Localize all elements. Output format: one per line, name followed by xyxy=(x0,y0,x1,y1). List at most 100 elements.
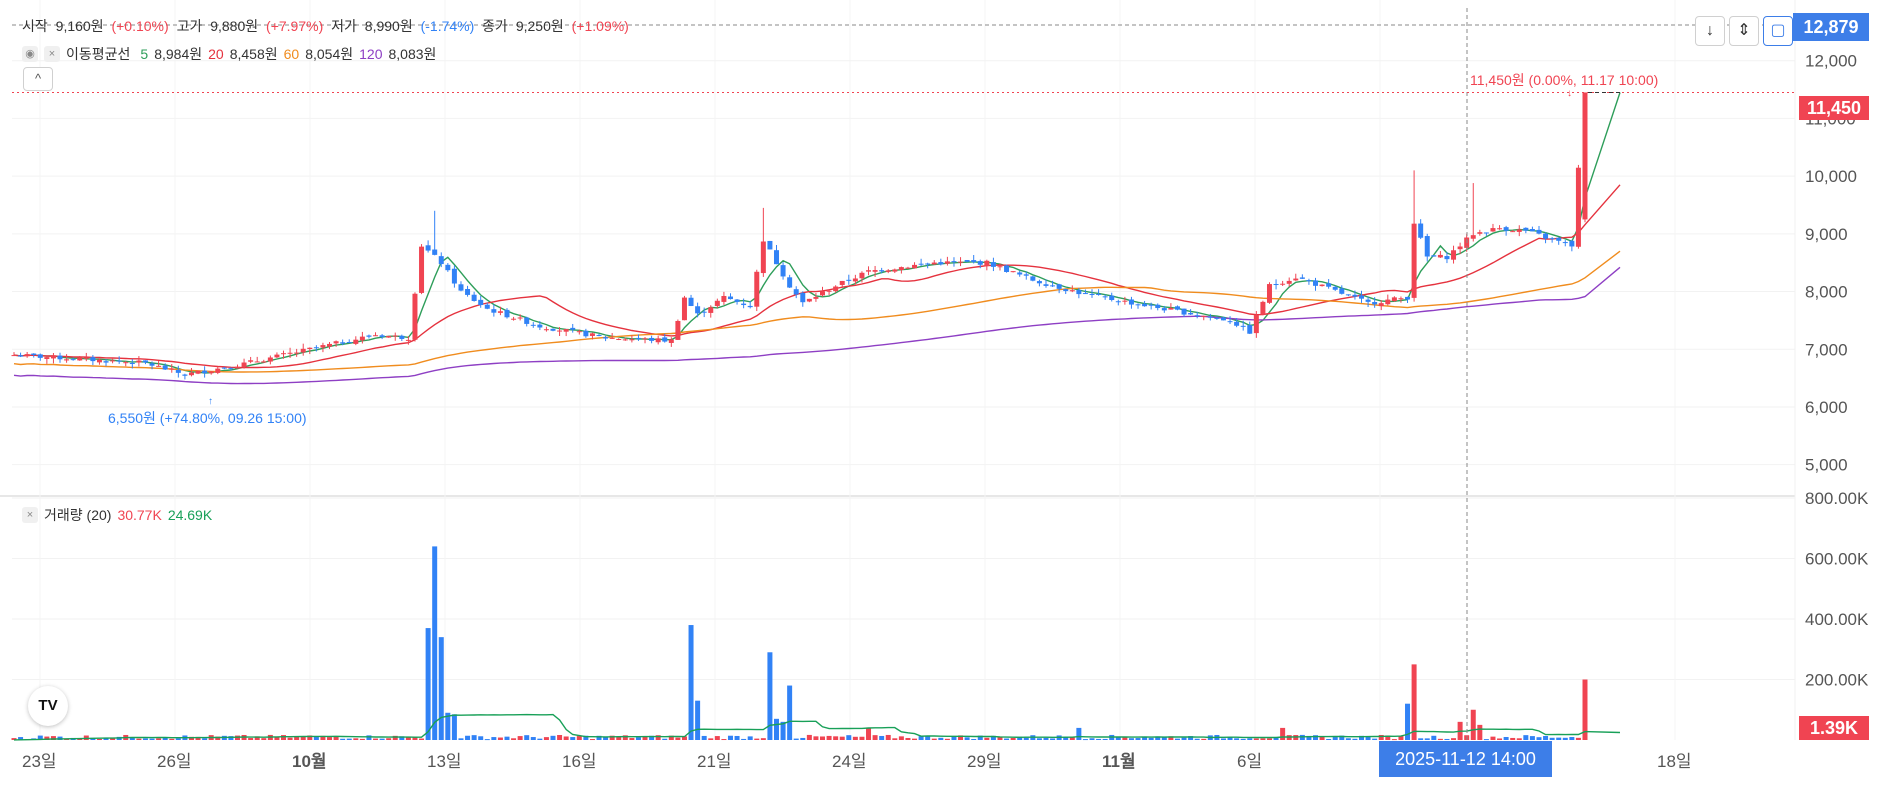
volume-bar xyxy=(281,735,287,740)
volume-bar xyxy=(635,737,641,740)
candle-body xyxy=(1148,304,1154,306)
candle-body xyxy=(274,354,280,358)
high-value: 9,880원 xyxy=(210,18,259,34)
ma60-period: 60 xyxy=(283,46,300,62)
candle-body xyxy=(977,261,983,265)
close-icon[interactable]: × xyxy=(44,46,60,62)
volume-bar xyxy=(1529,736,1535,740)
volume-bar xyxy=(1352,738,1358,740)
volume-bar xyxy=(563,736,569,740)
expand-icon: ⇕ xyxy=(1737,22,1751,39)
candle-body xyxy=(662,337,668,342)
volume-bar xyxy=(1010,737,1016,740)
candle-body xyxy=(1056,284,1062,289)
volume-bar xyxy=(1148,737,1154,740)
volume-bar xyxy=(872,735,878,740)
candle-body xyxy=(603,337,609,339)
ma60-line xyxy=(13,250,1621,373)
candle-body xyxy=(254,361,260,363)
candle-body xyxy=(18,355,24,357)
candle-body xyxy=(859,272,865,279)
candle-body xyxy=(1161,308,1167,311)
volume-bar xyxy=(149,738,155,740)
volume-bar xyxy=(340,738,346,740)
volume-tick-label: 400.00K xyxy=(1805,610,1869,629)
ma120-period: 120 xyxy=(359,46,383,62)
volume-bar xyxy=(412,736,418,740)
candle-body xyxy=(1503,227,1509,231)
volume-bar xyxy=(1050,738,1056,740)
volume-bar xyxy=(1332,737,1338,740)
price-tick-label: 5,000 xyxy=(1805,456,1848,475)
collapse-legend-button[interactable]: ^ xyxy=(23,67,53,91)
screen-button[interactable]: ▢ xyxy=(1763,16,1793,46)
candle-body xyxy=(478,299,484,306)
candle-body xyxy=(655,338,661,343)
candle-body xyxy=(386,335,392,338)
low-marker-arrow: ↑ xyxy=(208,396,213,407)
volume-bar xyxy=(958,735,964,740)
volume-bar xyxy=(1451,738,1457,740)
volume-bar xyxy=(1201,738,1207,740)
candle-body xyxy=(1280,283,1286,285)
volume-bar xyxy=(1312,735,1318,740)
candle-body xyxy=(1109,295,1115,300)
candle-body xyxy=(629,339,635,341)
volume-bar xyxy=(892,738,898,740)
eye-icon[interactable]: ◉ xyxy=(22,46,38,62)
candle-body xyxy=(267,357,273,362)
candle-body xyxy=(1115,301,1121,303)
candle-body xyxy=(1135,304,1141,306)
candle-body xyxy=(1483,232,1489,234)
candle-body xyxy=(1306,280,1312,282)
volume-bar xyxy=(1089,738,1095,740)
tradingview-logo-icon[interactable]: TV xyxy=(28,686,68,726)
candle-body xyxy=(1293,278,1299,281)
volume-bar xyxy=(1135,738,1141,740)
candle-body xyxy=(425,245,431,251)
volume-bar xyxy=(497,737,503,740)
volume-bar xyxy=(609,735,615,740)
high-change: (+7.97%) xyxy=(266,18,324,34)
expand-button[interactable]: ⇕ xyxy=(1729,16,1759,46)
volume-bar xyxy=(642,736,648,740)
volume-bar xyxy=(504,736,510,740)
volume-bar xyxy=(248,738,254,740)
close-icon[interactable]: × xyxy=(22,507,38,523)
volume-bar xyxy=(517,736,523,740)
volume-bar xyxy=(1405,703,1411,740)
volume-bar xyxy=(649,735,655,740)
candle-body xyxy=(787,277,793,288)
candle-body xyxy=(701,311,707,313)
volume-bar xyxy=(944,738,950,740)
candle-body xyxy=(951,261,957,263)
candle-body xyxy=(1418,223,1424,238)
candle-body xyxy=(1194,315,1200,317)
candle-body xyxy=(517,317,523,319)
candle-body xyxy=(622,339,628,341)
volume-bar xyxy=(1483,739,1489,741)
candle-body xyxy=(136,360,142,363)
volume-bar xyxy=(215,736,221,740)
volume-bar xyxy=(826,735,832,740)
volume-bar xyxy=(1549,737,1555,740)
volume-bar xyxy=(530,737,536,740)
candle-body xyxy=(741,303,747,306)
volume-bar xyxy=(1326,738,1332,740)
scroll-down-button[interactable]: ↓ xyxy=(1695,16,1725,46)
candle-body xyxy=(346,341,352,343)
volume-bar xyxy=(313,736,319,740)
volume-bar xyxy=(1444,738,1450,740)
candle-body xyxy=(327,343,333,347)
close-value: 9,250원 xyxy=(515,18,564,34)
volume-bar xyxy=(1477,724,1483,740)
volume-bar xyxy=(537,738,543,740)
volume-bar xyxy=(379,738,385,740)
volume-bar xyxy=(1142,737,1148,740)
candle-body xyxy=(1372,302,1378,305)
candle-body xyxy=(846,279,852,281)
candle-body xyxy=(1575,167,1581,247)
candle-body xyxy=(366,335,372,337)
candle-body xyxy=(1398,298,1404,300)
